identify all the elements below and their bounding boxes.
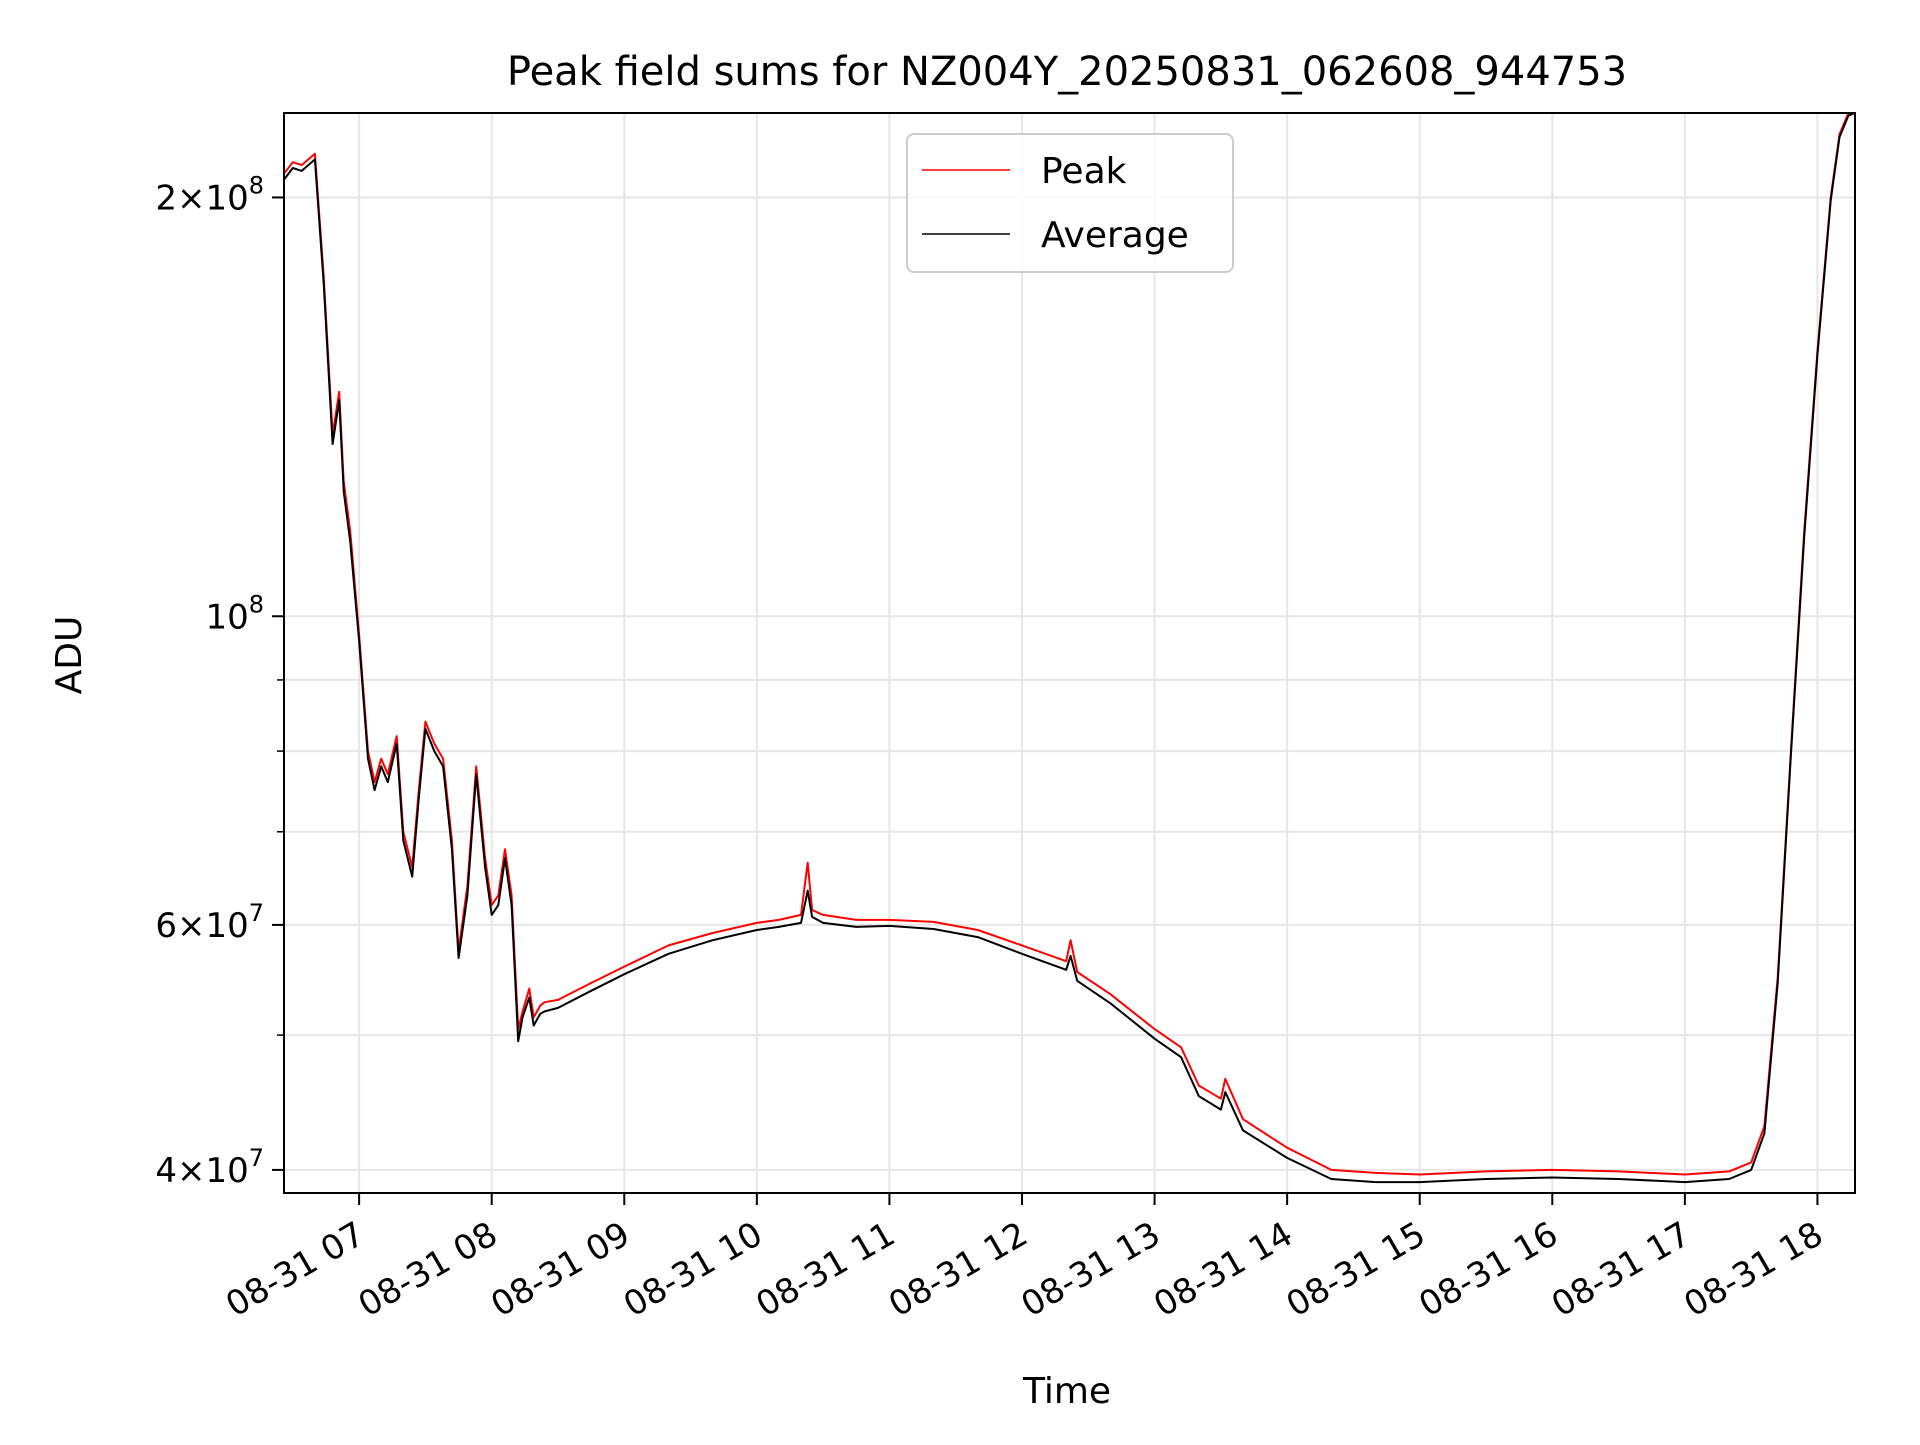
legend-label-average: Average bbox=[1041, 215, 1189, 256]
plot-frame bbox=[283, 112, 1856, 1194]
legend-label-peak: Peak bbox=[1041, 151, 1127, 192]
y-tick-label: 6×107 bbox=[155, 899, 264, 946]
y-tick-label: 108 bbox=[205, 590, 264, 637]
x-axis-label: Time bbox=[1022, 1371, 1111, 1412]
grid-layer bbox=[284, 113, 1855, 1193]
y-axis-label: ADU bbox=[49, 616, 90, 695]
series-line-peak bbox=[283, 112, 1855, 1176]
y-tick-label: 2×108 bbox=[155, 171, 264, 218]
y-tick-label: 4×107 bbox=[155, 1144, 264, 1191]
chart-title: Peak field sums for NZ004Y_20250831_0626… bbox=[507, 49, 1627, 95]
legend-box bbox=[906, 133, 1234, 273]
legend: Peak Average bbox=[906, 133, 1234, 273]
series-line-average bbox=[283, 112, 1856, 1184]
series-layer bbox=[283, 112, 1856, 1184]
